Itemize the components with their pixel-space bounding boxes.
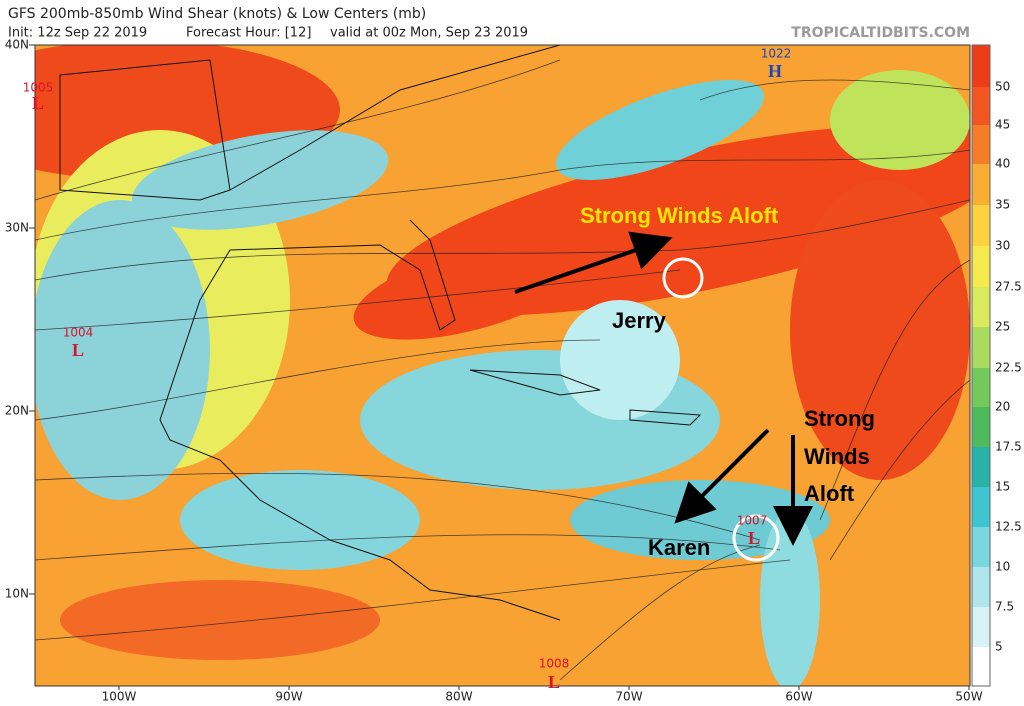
- colorbar-label: 15: [995, 480, 1010, 494]
- east-label: Strong: [804, 406, 875, 431]
- lat-label: 40N: [5, 38, 29, 52]
- jet-label: Strong Winds Aloft: [580, 203, 779, 228]
- lat-label: 20N: [5, 404, 29, 418]
- center-symbol: L: [748, 528, 760, 548]
- colorbar-swatch: [972, 45, 990, 87]
- title: GFS 200mb-850mb Wind Shear (knots) & Low…: [8, 6, 426, 22]
- east-label: Winds: [804, 444, 870, 469]
- site: TROPICALTIDBITS.COM: [791, 25, 970, 41]
- colorbar-label: 17.5: [995, 440, 1022, 454]
- colorbar-swatch: [972, 205, 990, 246]
- east-label: Aloft: [804, 481, 855, 506]
- colorbar-frame: [971, 44, 991, 687]
- pressure-label: 1004: [63, 326, 94, 340]
- colorbar-swatch: [972, 607, 990, 647]
- colorbar-swatch: [972, 647, 990, 686]
- init: Init: 12z Sep 22 2019: [8, 26, 147, 41]
- lon-label: 70W: [615, 690, 642, 704]
- colorbar-swatch: [972, 164, 990, 205]
- center-symbol: L: [32, 93, 44, 113]
- center-symbol: H: [768, 61, 782, 81]
- colorbar-swatch: [972, 407, 990, 447]
- jerry-label: Jerry: [612, 308, 667, 333]
- lon-label: 100W: [102, 690, 137, 704]
- colorbar-label: 12.5: [995, 520, 1022, 534]
- pressure-label: 1007: [737, 514, 768, 528]
- storm-circle: [662, 257, 704, 299]
- lat-label: 30N: [5, 221, 29, 235]
- colorbar-label: 10: [995, 560, 1010, 574]
- colorbar-swatch: [972, 567, 990, 607]
- center-symbol: L: [548, 672, 560, 692]
- lon-label: 50W: [955, 690, 982, 704]
- colorbar-label: 20: [995, 400, 1010, 414]
- valid-time: valid at 00z Mon, Sep 23 2019: [330, 26, 528, 41]
- lon-label: 80W: [445, 690, 472, 704]
- lon-label: 60W: [785, 690, 812, 704]
- colorbar-swatch: [972, 327, 990, 368]
- storm-circle: [732, 514, 780, 562]
- colorbar-swatch: [972, 447, 990, 487]
- pressure-label: 1022: [761, 47, 792, 61]
- arrow: [674, 428, 770, 524]
- map-frame: [34, 44, 971, 687]
- lat-label: 10N: [5, 587, 29, 601]
- colorbar-swatch: [972, 246, 990, 287]
- colorbar-label: 50: [995, 80, 1010, 94]
- colorbar-label: 45: [995, 118, 1010, 132]
- pressure-label: 1008: [539, 657, 570, 671]
- colorbar-label: 35: [995, 198, 1010, 212]
- colorbar-label: 7.5: [995, 600, 1014, 614]
- colorbar-swatch: [972, 87, 990, 125]
- map-field: [35, 45, 970, 686]
- annotations: Strong Winds Aloft Jerry Karen Strong Wi…: [23, 47, 875, 693]
- colorbar-swatch: [972, 527, 990, 567]
- arrow: [514, 231, 673, 294]
- colorbar-label: 40: [995, 157, 1010, 171]
- lon-label: 90W: [275, 690, 302, 704]
- colorbar-label: 5: [995, 640, 1003, 654]
- colorbar-swatch: [972, 487, 990, 527]
- colorbar-swatch: [972, 125, 990, 164]
- center-symbol: L: [72, 340, 84, 360]
- karen-label: Karen: [648, 535, 710, 560]
- forecast-hour: Forecast Hour: [12]: [186, 26, 311, 41]
- colorbar-label: 27.5: [995, 280, 1022, 294]
- colorbar-label: 25: [995, 320, 1010, 334]
- colorbar-swatch: [972, 368, 990, 407]
- colorbar-label: 30: [995, 239, 1010, 253]
- colorbar-label: 22.5: [995, 361, 1022, 375]
- colorbar-swatch: [972, 287, 990, 327]
- pressure-label: 1005: [23, 81, 54, 95]
